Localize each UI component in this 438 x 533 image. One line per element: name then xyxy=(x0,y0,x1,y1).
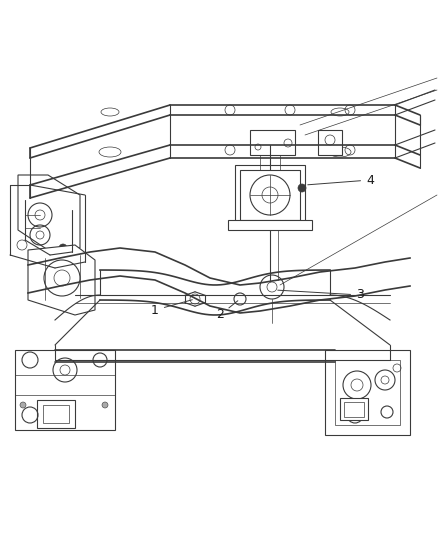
Polygon shape xyxy=(28,245,95,315)
Text: 1: 1 xyxy=(151,300,192,317)
Polygon shape xyxy=(18,175,80,250)
Polygon shape xyxy=(15,350,115,430)
Text: 2: 2 xyxy=(216,301,238,321)
Text: 3: 3 xyxy=(278,288,364,302)
Polygon shape xyxy=(235,165,305,225)
Polygon shape xyxy=(250,130,295,155)
FancyBboxPatch shape xyxy=(344,402,364,417)
FancyBboxPatch shape xyxy=(43,405,69,423)
Circle shape xyxy=(102,402,108,408)
Polygon shape xyxy=(228,220,312,230)
Circle shape xyxy=(59,244,67,252)
Circle shape xyxy=(298,184,306,192)
Polygon shape xyxy=(325,350,410,435)
FancyBboxPatch shape xyxy=(340,398,368,420)
Polygon shape xyxy=(335,360,400,425)
FancyBboxPatch shape xyxy=(37,400,75,428)
Text: 4: 4 xyxy=(308,174,374,187)
Circle shape xyxy=(20,402,26,408)
Polygon shape xyxy=(240,170,300,220)
Polygon shape xyxy=(318,130,342,155)
